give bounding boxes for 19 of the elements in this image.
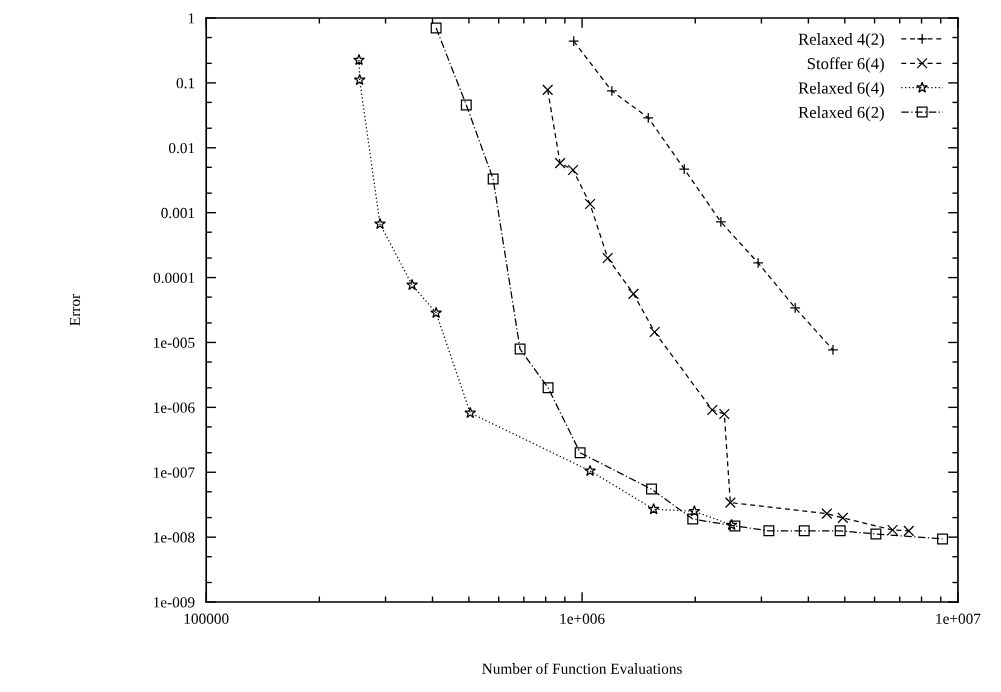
y-tick-label: 1e-008	[154, 532, 195, 543]
y-tick-label: 0.1	[176, 78, 195, 89]
y-tick-label: 1	[188, 13, 195, 24]
x-axis-title: Number of Function Evaluations	[482, 662, 682, 674]
y-tick-label: 1e-007	[154, 467, 195, 478]
y-axis-title: Error	[69, 294, 81, 326]
y-tick-label: 1e-009	[154, 597, 195, 608]
legend-label: Stoffer 6(4)	[807, 57, 884, 73]
legend-label: Relaxed 6(4)	[798, 81, 884, 98]
legend-label: Relaxed 4(2)	[798, 33, 884, 49]
x-tick-label: 1e+007	[936, 613, 981, 624]
y-tick-label: 0.0001	[153, 272, 195, 284]
x-tick-label: 100000	[184, 613, 229, 624]
y-tick-label: 0.001	[161, 207, 195, 219]
y-tick-label: 1e-006	[154, 402, 195, 413]
legend-label: Relaxed 6(2)	[798, 106, 884, 122]
y-tick-label: 1e-005	[154, 337, 195, 348]
x-tick-label: 1e+006	[560, 613, 605, 624]
y-tick-label: 0.01	[168, 142, 195, 154]
